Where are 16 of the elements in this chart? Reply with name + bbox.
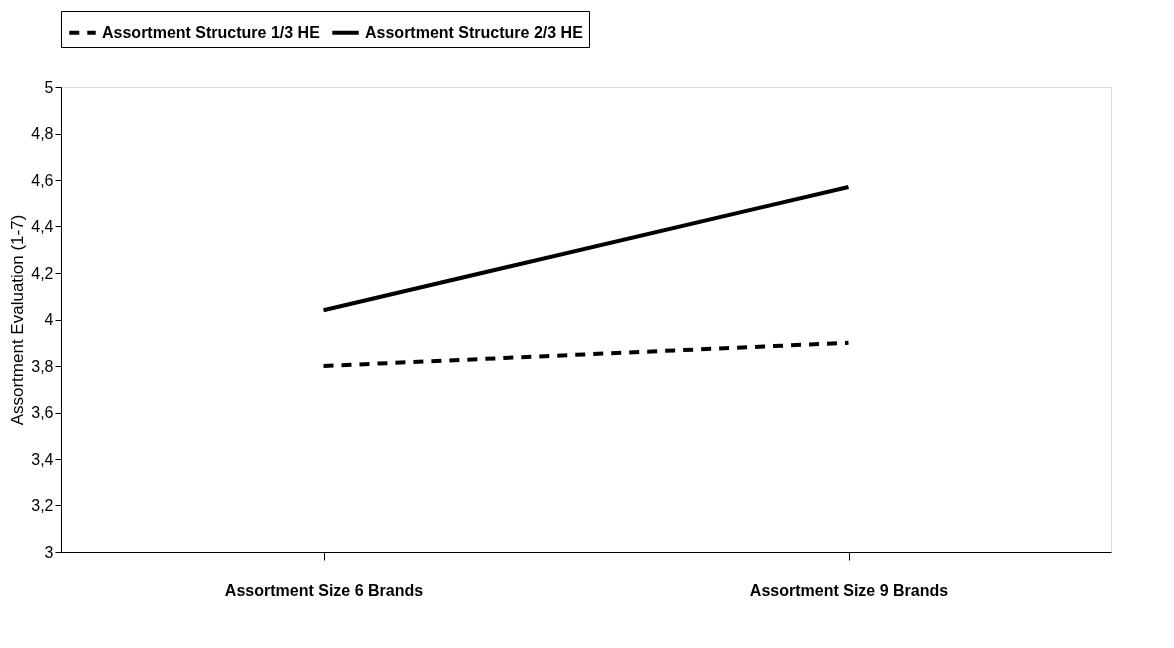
legend-label: Assortment Structure 2/3 HE <box>365 23 584 41</box>
x-tick-label: Assortment Size 6 Brands <box>224 581 424 599</box>
y-tick-label: 3 <box>44 543 54 561</box>
y-axis-title: Assortment Evaluation (1-7) <box>8 214 28 426</box>
x-tick-label: Assortment Size 9 Brands <box>749 581 949 599</box>
y-tick-label: 4,4 <box>31 218 54 235</box>
y-tick-label: 3,8 <box>31 357 54 375</box>
y-tick-label: 4 <box>44 311 54 328</box>
y-tick-label: 3,6 <box>31 404 54 421</box>
legend-label: Assortment Structure 1/3 HE <box>102 23 321 41</box>
y-tick-label: 4,8 <box>31 125 54 142</box>
y-tick-label: 3,2 <box>31 497 54 514</box>
y-tick-label: 5 <box>44 78 54 96</box>
y-tick-label: 4,6 <box>31 171 54 189</box>
y-tick-label: 4,2 <box>31 264 54 282</box>
y-tick-label: 3,4 <box>31 450 54 468</box>
